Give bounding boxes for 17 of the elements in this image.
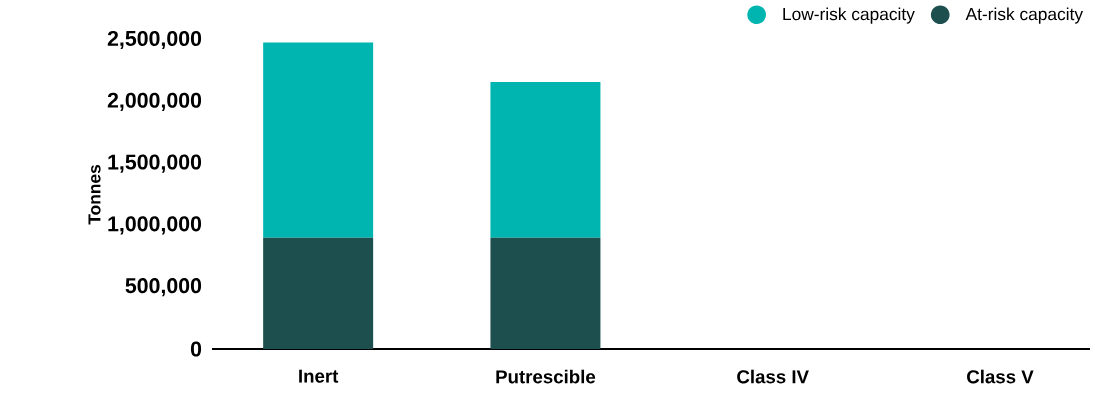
bar	[263, 237, 374, 349]
bar	[263, 42, 374, 238]
x-tick-label: Class IV	[737, 369, 809, 384]
y-tick-label: 500,000	[125, 278, 202, 297]
bar	[490, 237, 601, 349]
y-tick-label: 1,000,000	[108, 216, 202, 235]
y-tick-label: 1,500,000	[108, 154, 202, 173]
legend-label: Low-risk capacity	[783, 7, 915, 24]
x-tick-label: Inert	[299, 369, 339, 383]
y-tick-label: 0	[190, 341, 202, 357]
x-tick-label: Class V	[967, 369, 1034, 384]
y-tick-label: 2,000,000	[107, 92, 202, 111]
y-tick-label: 2,500,000	[107, 30, 202, 50]
bar	[490, 82, 601, 238]
y-axis-title: Tonnes	[88, 165, 101, 225]
legend-label: At-risk capacity	[965, 7, 1084, 24]
x-tick-label: Putrescible	[496, 369, 596, 384]
